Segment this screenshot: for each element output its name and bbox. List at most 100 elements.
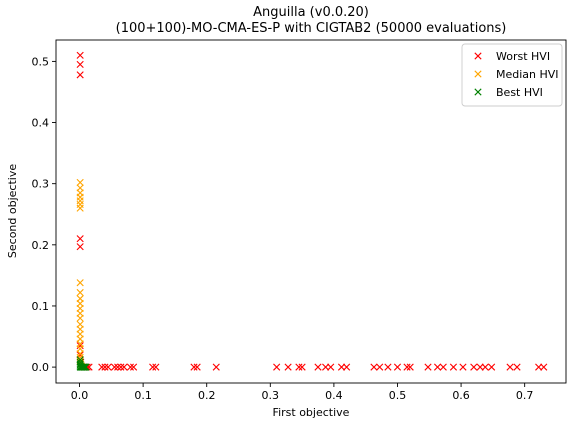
point-worst-hvi-21 bbox=[152, 363, 160, 371]
point-best-hvi-14-stroke-b bbox=[76, 363, 84, 371]
point-worst-hvi-2-stroke-b bbox=[76, 71, 84, 79]
point-worst-hvi-46 bbox=[476, 363, 484, 371]
point-worst-hvi-19-stroke-b bbox=[129, 363, 138, 371]
point-worst-hvi-39-stroke-b bbox=[406, 363, 414, 371]
point-worst-hvi-42 bbox=[439, 363, 447, 371]
y-axis-label: Second objective bbox=[6, 164, 19, 258]
point-worst-hvi-11 bbox=[98, 363, 106, 371]
point-worst-hvi-11-stroke-b bbox=[98, 363, 106, 371]
point-median-hvi-8-stroke-b bbox=[76, 288, 84, 297]
point-worst-hvi-50-stroke-b bbox=[513, 363, 521, 371]
point-worst-hvi-36-stroke-b bbox=[384, 363, 392, 371]
point-median-hvi-13-stroke-b bbox=[76, 314, 84, 322]
x-tick-label-5: 0.5 bbox=[389, 389, 407, 402]
y-tick-label-4: 0.4 bbox=[32, 117, 50, 130]
point-worst-hvi-22 bbox=[190, 363, 198, 371]
point-worst-hvi-17-stroke-b bbox=[120, 363, 128, 371]
point-worst-hvi-23-stroke-b bbox=[193, 363, 201, 371]
point-worst-hvi-37-stroke-b bbox=[393, 363, 402, 371]
y-tick-label-0: 0.0 bbox=[32, 361, 50, 374]
point-worst-hvi-49 bbox=[506, 363, 514, 371]
point-worst-hvi-48 bbox=[488, 363, 496, 371]
point-worst-hvi-36 bbox=[384, 363, 392, 371]
point-worst-hvi-20 bbox=[149, 363, 157, 371]
point-median-hvi-13 bbox=[76, 314, 84, 322]
point-worst-hvi-12 bbox=[101, 363, 109, 371]
x-axis-label: First objective bbox=[273, 406, 350, 419]
plot-frame bbox=[55, 39, 567, 384]
legend-marker-best-hvi bbox=[474, 88, 482, 96]
series-worst-hvi bbox=[76, 51, 548, 371]
point-worst-hvi-39 bbox=[406, 363, 414, 371]
point-worst-hvi-24 bbox=[212, 363, 220, 371]
y-tick-label-2: 0.2 bbox=[32, 239, 50, 252]
point-median-hvi-8 bbox=[76, 288, 84, 297]
point-worst-hvi-26-stroke-b bbox=[284, 363, 292, 371]
point-worst-hvi-1-stroke-b bbox=[76, 60, 84, 69]
point-worst-hvi-40-stroke-b bbox=[424, 363, 432, 371]
point-worst-hvi-43-stroke-b bbox=[449, 363, 458, 371]
point-worst-hvi-15 bbox=[114, 363, 122, 371]
point-worst-hvi-27 bbox=[295, 363, 303, 371]
point-worst-hvi-37 bbox=[393, 363, 402, 371]
chart-title: Anguilla (v0.0.20) bbox=[253, 5, 369, 20]
point-worst-hvi-27-stroke-b bbox=[295, 363, 303, 371]
point-worst-hvi-23 bbox=[193, 363, 201, 371]
legend-marker-median-hvi bbox=[474, 70, 482, 78]
point-worst-hvi-4-stroke-b bbox=[76, 243, 84, 251]
point-worst-hvi-22-stroke-b bbox=[190, 363, 198, 371]
point-worst-hvi-47-stroke-b bbox=[481, 363, 489, 371]
point-worst-hvi-41 bbox=[433, 363, 442, 371]
point-worst-hvi-45 bbox=[470, 363, 478, 371]
point-worst-hvi-28-stroke-b bbox=[298, 363, 306, 371]
point-worst-hvi-35-stroke-b bbox=[376, 363, 384, 371]
x-tick-label-1: 0.1 bbox=[134, 389, 152, 402]
x-tick-label-6: 0.6 bbox=[452, 389, 470, 402]
point-median-hvi-5 bbox=[76, 200, 84, 209]
point-worst-hvi-31-stroke-b bbox=[327, 363, 335, 371]
point-worst-hvi-47 bbox=[481, 363, 489, 371]
point-worst-hvi-38 bbox=[403, 363, 411, 371]
point-worst-hvi-14 bbox=[110, 363, 119, 371]
legend: Worst HVI Median HVI Best HVI bbox=[461, 43, 563, 107]
point-worst-hvi-26 bbox=[284, 363, 292, 371]
point-worst-hvi-5 bbox=[76, 342, 84, 350]
point-worst-hvi-19 bbox=[129, 363, 138, 371]
point-worst-hvi-18 bbox=[126, 363, 134, 371]
point-worst-hvi-30-stroke-b bbox=[322, 363, 330, 371]
axes-layer: 0.0 0.1 0.2 0.3 0.4 0.5 0.6 0.7 0.0 0.1 0.2 0.3 0.4 0… bbox=[32, 39, 567, 402]
legend-marker-median-hvi-stroke-b bbox=[474, 70, 482, 78]
point-worst-hvi-16 bbox=[117, 363, 125, 371]
chart-subtitle: (100+100)-MO-CMA-ES-P with CIGTAB2 (5000… bbox=[116, 21, 507, 36]
series-median-hvi bbox=[76, 178, 86, 370]
point-worst-hvi-50 bbox=[513, 363, 521, 371]
point-worst-hvi-15-stroke-b bbox=[114, 363, 122, 371]
point-worst-hvi-16-stroke-b bbox=[117, 363, 125, 371]
point-worst-hvi-29 bbox=[314, 363, 322, 371]
point-worst-hvi-51 bbox=[535, 363, 543, 371]
point-worst-hvi-44 bbox=[459, 363, 467, 371]
point-worst-hvi-32-stroke-b bbox=[337, 363, 346, 371]
point-worst-hvi-13 bbox=[104, 363, 112, 371]
point-worst-hvi-52 bbox=[540, 363, 548, 371]
point-worst-hvi-46-stroke-b bbox=[476, 363, 484, 371]
point-worst-hvi-4 bbox=[76, 243, 84, 251]
point-worst-hvi-1 bbox=[76, 60, 84, 69]
point-best-hvi-12-stroke-b bbox=[82, 363, 90, 371]
x-tick-label-4: 0.4 bbox=[325, 389, 343, 402]
point-worst-hvi-32 bbox=[337, 363, 346, 371]
point-worst-hvi-24-stroke-b bbox=[212, 363, 220, 371]
point-median-hvi-4 bbox=[76, 197, 84, 205]
legend-label-best-hvi: Best HVI bbox=[496, 86, 543, 99]
point-worst-hvi-20-stroke-b bbox=[149, 363, 157, 371]
point-worst-hvi-49-stroke-b bbox=[506, 363, 514, 371]
point-worst-hvi-35 bbox=[376, 363, 384, 371]
legend-marker-best-hvi-stroke-b bbox=[474, 88, 482, 96]
point-worst-hvi-18-stroke-b bbox=[126, 363, 134, 371]
point-worst-hvi-34-stroke-b bbox=[370, 363, 378, 371]
point-worst-hvi-12-stroke-b bbox=[101, 363, 109, 371]
point-worst-hvi-13-stroke-b bbox=[104, 363, 112, 371]
point-worst-hvi-25-stroke-b bbox=[273, 363, 281, 371]
point-worst-hvi-33-stroke-b bbox=[343, 363, 351, 371]
